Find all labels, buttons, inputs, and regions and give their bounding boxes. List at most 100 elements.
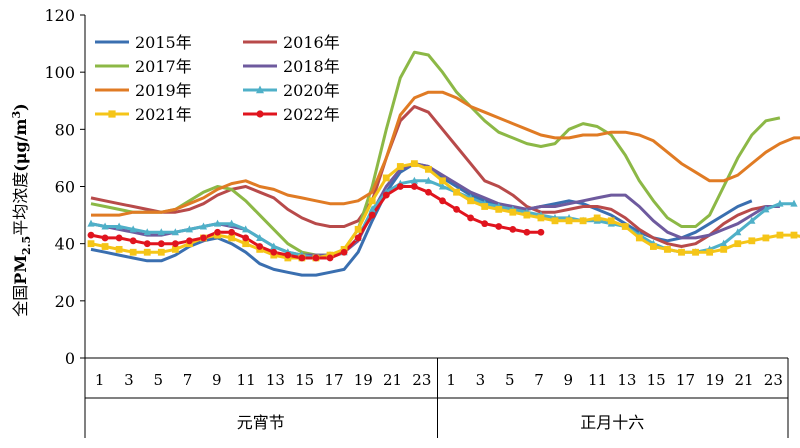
data-point xyxy=(467,214,475,222)
data-point xyxy=(762,205,770,213)
x-tick-label: 15 xyxy=(647,371,666,389)
data-point xyxy=(115,222,123,230)
x-tick-label: 19 xyxy=(354,371,373,389)
data-point xyxy=(354,225,362,233)
data-point xyxy=(157,240,165,248)
data-point xyxy=(129,225,137,233)
series-line xyxy=(90,105,767,248)
data-point xyxy=(495,223,503,230)
y-tick-label: 20 xyxy=(55,292,75,311)
data-point xyxy=(720,245,728,253)
legend-label: 2018年 xyxy=(283,57,340,76)
data-point xyxy=(270,242,278,250)
x-tick-label: 15 xyxy=(295,371,314,389)
x-tick-label: 5 xyxy=(153,371,163,389)
legend-entry: 2016年 xyxy=(243,33,340,52)
data-point xyxy=(214,228,221,236)
data-point xyxy=(186,237,193,245)
data-point xyxy=(129,248,137,256)
x-tick-label: 23 xyxy=(412,371,431,389)
y-axis-label-part: (μg/m xyxy=(11,118,30,171)
data-point xyxy=(453,205,460,213)
data-point xyxy=(410,176,418,184)
data-point xyxy=(678,248,685,256)
legend-label: 2021年 xyxy=(135,105,192,124)
data-point xyxy=(635,234,643,242)
data-point xyxy=(228,228,236,236)
y-axis-label: 全国PM2.5平均浓度(μg/m3) xyxy=(10,103,33,316)
data-point xyxy=(776,231,784,239)
data-point xyxy=(270,248,278,256)
data-point xyxy=(171,240,179,248)
data-point xyxy=(368,205,376,213)
data-point xyxy=(579,217,587,225)
data-point xyxy=(481,203,489,210)
data-point xyxy=(621,223,629,230)
y-tick-label: 60 xyxy=(55,178,75,197)
x-tick-label: 13 xyxy=(266,371,285,389)
y-axis-label-part: 平均浓度 xyxy=(11,172,30,236)
data-point xyxy=(157,228,165,236)
data-point xyxy=(396,163,404,170)
data-point xyxy=(368,211,376,219)
data-point xyxy=(495,205,503,213)
x-tick-label: 21 xyxy=(735,371,754,389)
data-point xyxy=(410,183,418,190)
x-tick-label: 11 xyxy=(237,371,256,389)
legend-entry: 2022年 xyxy=(243,105,340,124)
data-point xyxy=(424,176,433,184)
data-point xyxy=(453,188,460,196)
data-point xyxy=(734,228,742,236)
data-point xyxy=(565,217,573,225)
y-axis-label-part: 全国 xyxy=(11,285,30,317)
data-point xyxy=(438,182,447,190)
data-point xyxy=(101,243,109,250)
legend: 2015年 2016年 2017年 2018年 2019年 2020年 2021年 2022年 xyxy=(95,33,340,124)
data-point xyxy=(354,234,362,242)
data-point xyxy=(284,251,292,259)
data-point xyxy=(537,214,545,222)
data-point xyxy=(410,160,418,168)
data-point xyxy=(734,240,742,248)
y-axis-label-part: 3 xyxy=(10,111,23,119)
data-point xyxy=(143,228,151,236)
data-point xyxy=(87,219,95,227)
data-point xyxy=(101,234,109,242)
group-label: 元宵节 xyxy=(237,413,285,432)
data-point xyxy=(523,228,531,236)
x-tick-label: 19 xyxy=(705,371,724,389)
data-point xyxy=(509,225,517,233)
series-line xyxy=(91,90,800,217)
data-point xyxy=(143,248,151,256)
data-point xyxy=(382,174,390,182)
data-point xyxy=(185,225,194,233)
data-point xyxy=(706,248,714,256)
x-tick-label: 3 xyxy=(124,371,134,389)
data-point xyxy=(551,217,559,225)
data-point xyxy=(523,211,531,219)
data-point xyxy=(509,208,517,216)
data-point xyxy=(171,245,179,253)
y-tick-label: 40 xyxy=(55,235,75,254)
x-tick-label: 17 xyxy=(676,371,695,389)
x-tick-label: 7 xyxy=(534,371,544,389)
x-tick-label: 11 xyxy=(588,371,607,389)
legend-entry: 2019年 xyxy=(95,81,192,100)
legend-marker xyxy=(108,110,116,118)
data-point xyxy=(481,220,489,228)
data-point xyxy=(115,245,123,253)
data-point xyxy=(368,197,376,205)
data-point xyxy=(748,216,756,224)
data-point xyxy=(157,248,165,256)
data-point xyxy=(115,234,123,242)
data-point xyxy=(143,240,151,248)
group-label: 正月十六 xyxy=(580,413,644,432)
legend-label: 2019年 xyxy=(135,81,192,100)
data-point xyxy=(340,248,348,256)
data-point xyxy=(537,228,545,236)
data-point xyxy=(312,254,320,262)
y-tick-label: 120 xyxy=(44,6,75,25)
data-point xyxy=(762,234,770,242)
data-point xyxy=(101,222,109,230)
